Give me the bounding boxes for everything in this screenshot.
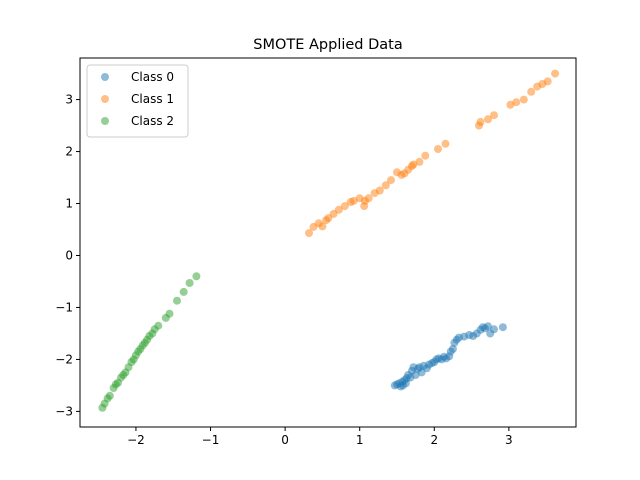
legend-label-class-2: Class 2 <box>131 114 174 128</box>
point-class-1-26 <box>421 151 430 160</box>
point-class-1-32 <box>490 111 498 120</box>
point-class-1-7 <box>334 205 343 214</box>
point-class-2-3 <box>105 391 114 400</box>
point-class-1-14 <box>364 194 373 203</box>
point-class-1-25 <box>415 157 424 166</box>
point-class-1-40 <box>551 69 560 78</box>
point-class-2-22 <box>154 321 163 330</box>
legend: Class 0 Class 1 Class 2 <box>86 64 189 138</box>
legend-label-class-0: Class 0 <box>131 70 174 84</box>
point-class-1-10 <box>349 196 358 205</box>
x-tick-label: 0 <box>281 433 289 447</box>
point-class-1-30 <box>476 117 485 126</box>
y-tick-label: 0 <box>65 248 73 262</box>
point-class-2-26 <box>179 287 188 296</box>
y-tick-label: 1 <box>65 197 73 211</box>
x-tick-label: −1 <box>202 433 220 447</box>
point-class-1-34 <box>512 98 521 107</box>
points-layer <box>98 69 560 412</box>
point-class-1-36 <box>527 87 536 96</box>
x-tick-label: 2 <box>430 433 438 447</box>
point-class-1-27 <box>434 145 442 153</box>
point-class-2-24 <box>165 309 174 318</box>
point-class-0-40 <box>484 322 492 331</box>
point-class-0-43 <box>498 323 507 332</box>
point-class-2-27 <box>185 279 194 287</box>
x-tick-label: 3 <box>505 433 513 447</box>
legend-box <box>86 64 189 138</box>
point-class-0-29 <box>448 345 457 353</box>
legend-marker-class-0 <box>101 73 109 81</box>
y-tick-label: −2 <box>55 352 73 366</box>
point-class-0-13 <box>411 371 420 379</box>
x-tick-label: 1 <box>356 433 364 447</box>
point-class-1-0 <box>305 229 313 238</box>
y-axis: −3 −2 −1 0 1 2 3 <box>55 93 80 418</box>
point-class-1-24 <box>409 160 418 169</box>
y-tick-label: 3 <box>65 93 73 107</box>
x-axis: −2 −1 0 1 2 3 <box>127 427 513 447</box>
point-class-1-28 <box>441 139 450 148</box>
point-class-1-39 <box>543 77 552 86</box>
point-class-2-28 <box>192 272 201 281</box>
point-class-1-17 <box>381 181 390 190</box>
y-tick-label: −1 <box>55 300 73 314</box>
point-class-2-25 <box>173 296 181 305</box>
point-class-1-31 <box>484 115 492 124</box>
point-class-1-35 <box>519 95 528 104</box>
chart-title: SMOTE Applied Data <box>253 37 403 53</box>
plot-frame <box>79 57 577 428</box>
point-class-1-8 <box>340 202 349 211</box>
legend-marker-class-1 <box>101 95 109 103</box>
x-tick-label: −2 <box>127 433 145 447</box>
point-class-1-3 <box>318 222 327 231</box>
point-class-1-16 <box>375 186 384 195</box>
legend-marker-class-2 <box>101 117 109 125</box>
legend-label-class-1: Class 1 <box>131 92 174 106</box>
y-tick-label: −3 <box>55 404 73 418</box>
point-class-0-42 <box>490 325 498 334</box>
y-tick-label: 2 <box>65 145 73 159</box>
point-class-1-18 <box>387 176 395 185</box>
